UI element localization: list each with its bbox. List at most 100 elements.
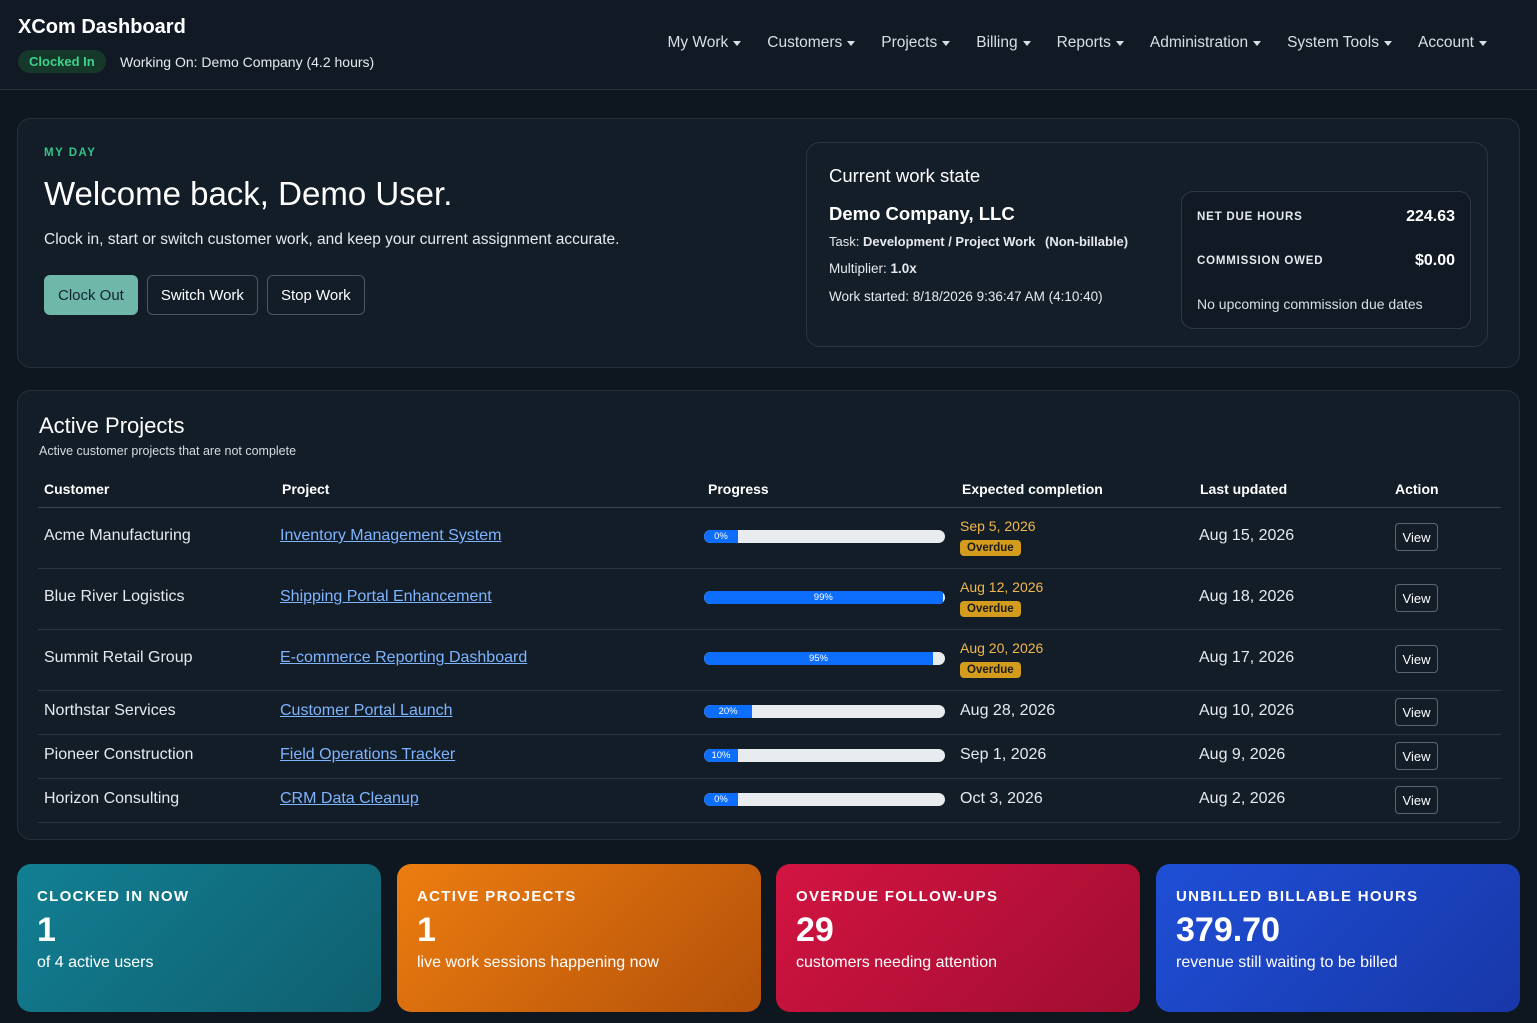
view-button[interactable]: View [1395,786,1438,814]
nav-projects[interactable]: Projects [881,34,951,52]
kpi-description: live work sessions happening now [417,954,659,971]
caret-down-icon [1022,41,1031,46]
commission-owed-label: COMMISSION OWED [1197,255,1324,267]
caret-down-icon [1115,41,1124,46]
table-header: Customer Project Progress Expected compl… [38,471,1501,508]
project-link[interactable]: Shipping Portal Enhancement [280,588,492,605]
progress-bar: 0% [704,530,945,543]
nav-administration[interactable]: Administration [1150,34,1262,52]
progress-bar: 0% [704,793,945,806]
progress-fill: 10% [704,749,738,762]
active-projects-subtitle: Active customer projects that are not co… [39,444,297,458]
kpi-label: CLOCKED IN NOW [37,888,190,905]
table-row: Northstar Services Customer Portal Launc… [38,691,1501,735]
table-row: Summit Retail Group E-commerce Reporting… [38,630,1501,691]
nav-label: Projects [881,34,938,51]
expected-cell: Aug 12, 2026 Overdue [960,579,1043,617]
commission-owed-value: $0.00 [1414,252,1455,269]
progress-fill: 99% [704,591,943,604]
task-value: Development / Project Work [862,234,1036,249]
current-work-state-panel: Current work state Demo Company, LLC Tas… [806,142,1488,347]
project-link[interactable]: CRM Data Cleanup [280,790,419,807]
kpi-value: 379.70 [1176,911,1280,949]
nav-billing[interactable]: Billing [976,34,1031,52]
nav-account[interactable]: Account [1418,34,1487,52]
col-project: Project [282,481,330,497]
progress-bar: 95% [704,652,945,665]
net-due-hours-row: NET DUE HOURS 224.63 [1197,208,1455,226]
customer-cell: Pioneer Construction [44,746,194,763]
switch-work-button[interactable]: Switch Work [146,275,258,315]
caret-down-icon [733,41,742,46]
customer-cell: Horizon Consulting [44,790,180,807]
nav-customers[interactable]: Customers [767,34,856,52]
progress-bar: 20% [704,705,945,718]
overdue-badge: Overdue [960,662,1021,678]
progress-bar: 99% [704,591,945,604]
expected-date: Aug 20, 2026 [960,640,1044,656]
task-billing: (Non-billable) [1045,234,1129,249]
net-due-hours-label: NET DUE HOURS [1197,211,1303,223]
kpi-overdue-follow-ups[interactable]: OVERDUE FOLLOW-UPS 29 customers needing … [776,864,1140,1012]
expected-cell: Aug 20, 2026 Overdue [960,640,1043,678]
last-updated-cell: Aug 9, 2026 [1199,746,1286,763]
view-button[interactable]: View [1395,742,1438,770]
nav-system-tools[interactable]: System Tools [1287,34,1392,52]
nav-label: System Tools [1287,34,1379,51]
expected-date: Oct 3, 2026 [960,790,1043,807]
caret-down-icon [1383,41,1392,46]
nav-label: Billing [976,34,1018,51]
welcome-heading: Welcome back, Demo User. [44,175,453,212]
col-action: Action [1395,481,1439,497]
project-link[interactable]: Field Operations Tracker [280,746,456,763]
expected-date: Aug 28, 2026 [960,702,1056,719]
project-link[interactable]: E-commerce Reporting Dashboard [280,649,528,666]
kpi-unbilled-billable-hours[interactable]: UNBILLED BILLABLE HOURS 379.70 revenue s… [1156,864,1520,1012]
active-projects-title: Active Projects [39,413,185,438]
active-projects-card: Active Projects Active customer projects… [17,390,1520,840]
view-button[interactable]: View [1395,645,1438,673]
col-last-updated: Last updated [1200,481,1288,497]
customer-cell: Northstar Services [44,702,176,719]
expected-date: Sep 5, 2026 [960,518,1036,534]
kpi-active-projects[interactable]: ACTIVE PROJECTS 1 live work sessions hap… [397,864,761,1012]
app-brand[interactable]: XCom Dashboard [18,16,186,38]
kpi-clocked-in-now[interactable]: CLOCKED IN NOW 1 of 4 active users [17,864,381,1012]
task-label: Task: [829,234,860,249]
work-state-multiplier: Multiplier: 1.0x [829,261,917,276]
view-button[interactable]: View [1395,698,1438,726]
project-link[interactable]: Customer Portal Launch [280,702,453,719]
top-navbar: XCom Dashboard Clocked In Working On: De… [0,0,1537,90]
multiplier-label: Multiplier: [829,261,887,276]
kpi-description: revenue still waiting to be billed [1176,954,1398,971]
nav-reports[interactable]: Reports [1057,34,1124,52]
kpi-value: 29 [796,911,834,949]
table-row: Pioneer Construction Field Operations Tr… [38,735,1501,779]
hours-stats-box: NET DUE HOURS 224.63 COMMISSION OWED $0.… [1181,191,1471,329]
work-state-company: Demo Company, LLC [829,203,1015,224]
work-actions: Clock Out Switch Work Stop Work [44,275,365,315]
col-customer: Customer [44,481,110,497]
stop-work-button[interactable]: Stop Work [266,275,365,315]
last-updated-cell: Aug 10, 2026 [1199,702,1295,719]
caret-down-icon [1479,41,1487,46]
caret-down-icon [942,41,951,46]
clock-status-badge: Clocked In [18,50,106,73]
work-started: Work started: 8/18/2026 9:36:47 AM (4:10… [829,289,1103,304]
customer-cell: Summit Retail Group [44,649,193,666]
nav-my-work[interactable]: My Work [667,34,742,52]
kpi-label: UNBILLED BILLABLE HOURS [1176,888,1419,905]
expected-date: Aug 12, 2026 [960,579,1044,595]
nav-label: Reports [1056,34,1111,51]
expected-date: Sep 1, 2026 [960,746,1047,763]
project-link[interactable]: Inventory Management System [280,527,502,544]
work-state-title: Current work state [829,165,981,186]
col-expected: Expected completion [962,481,1103,497]
main-nav: My Work Customers Projects Billing Repor… [641,34,1487,52]
clock-out-button[interactable]: Clock Out [44,275,138,315]
kpi-label: OVERDUE FOLLOW-UPS [796,888,999,905]
view-button[interactable]: View [1395,523,1438,551]
net-due-hours-value: 224.63 [1406,208,1455,225]
view-button[interactable]: View [1395,584,1438,612]
table-row: Blue River Logistics Shipping Portal Enh… [38,569,1501,630]
